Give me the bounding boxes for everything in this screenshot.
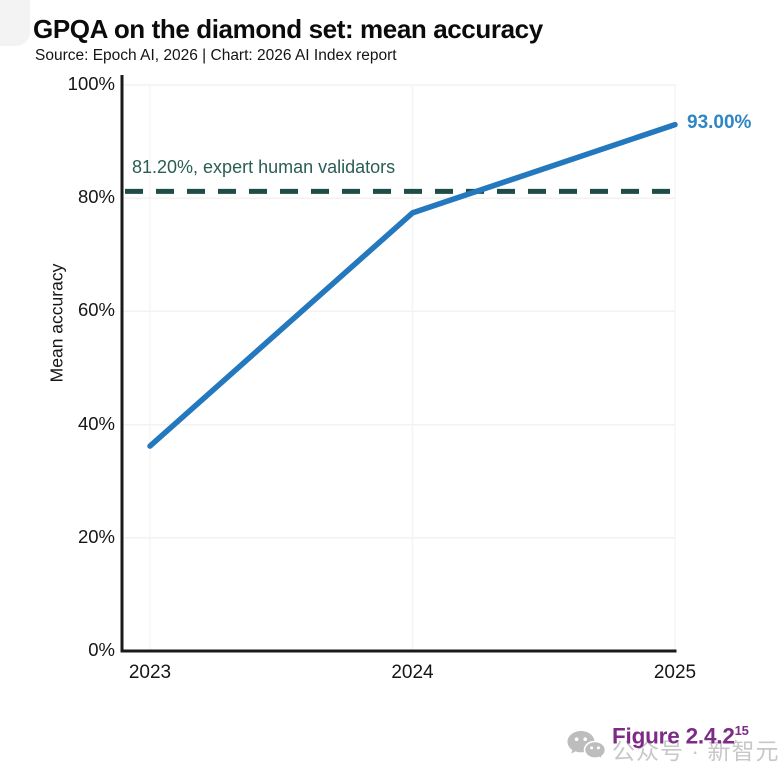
axes — [120, 75, 677, 653]
series-end-value-label: 93.00% — [687, 111, 752, 133]
y-tick-label: 20% — [77, 525, 115, 547]
wechat-icon — [566, 729, 607, 768]
watermark-text: 公众号 · 新智元 — [612, 737, 780, 764]
x-tick-label: 2023 — [128, 662, 172, 683]
y-tick-label: 0% — [88, 639, 115, 660]
y-tick-label: 40% — [77, 412, 115, 434]
accuracy-line-series — [147, 121, 678, 449]
y-tick-label: 60% — [77, 299, 115, 321]
chart-source-subtitle: Source: Epoch AI, 2026 | Chart: 2026 AI … — [35, 47, 397, 64]
figure-caption-footnote-number: 15 — [734, 723, 749, 738]
figure-caption: Figure 2.4.215 — [612, 723, 749, 750]
corner-artifact — [0, 0, 30, 46]
y-tick-label: 100% — [67, 73, 115, 94]
y-axis-title: Mean accuracy — [46, 263, 67, 383]
figure-caption-label: Figure 2.4.2 — [612, 723, 735, 749]
wechat-watermark: 公众号 · 新智元 — [566, 729, 779, 768]
y-tick-label: 80% — [77, 186, 115, 208]
reference-line-annotation: 81.20%, expert human validators — [132, 157, 396, 178]
x-tick-label: 2025 — [653, 662, 697, 683]
chart-title: GPQA on the diamond set: mean accuracy — [33, 14, 543, 44]
x-tick-label: 2024 — [391, 662, 434, 683]
